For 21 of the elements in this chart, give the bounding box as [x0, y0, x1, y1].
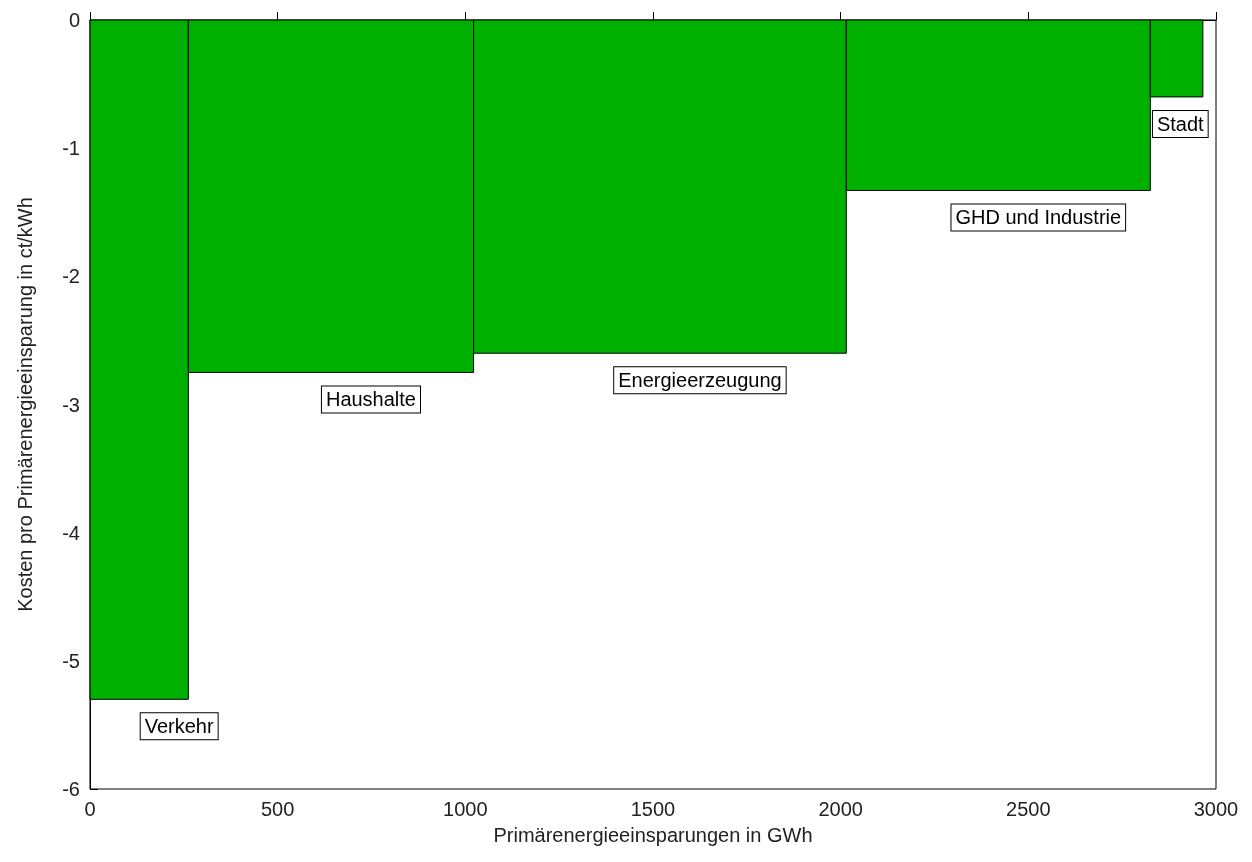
x-tick-label: 2500 [1006, 798, 1051, 820]
annotation: Verkehr [144, 715, 214, 738]
y-tick-label: -2 [62, 265, 80, 288]
x-tick-label: 1000 [443, 798, 488, 820]
y-tick-label: -3 [62, 393, 80, 416]
y-tick-label: -4 [62, 521, 80, 544]
x-axis-title: Primärenergieeinsparungen in GWh [493, 824, 813, 846]
annotation: Stadt [1156, 112, 1205, 135]
x-tick-label: 3000 [1193, 798, 1239, 820]
x-tick-label: 1500 [630, 798, 676, 820]
y-tick-label: -1 [62, 137, 80, 160]
y-axis-title: Kosten pro Primärenergieeinsparung in ct/kWh [14, 197, 36, 612]
annotation: GHD und Industrie [955, 206, 1122, 229]
x-tick-label: 500 [260, 798, 295, 820]
y-tick-label: 0 [68, 9, 80, 31]
annotation: Energieerzeugung [618, 369, 782, 392]
y-tick-label: -5 [62, 649, 80, 672]
x-tick-label: 2000 [818, 798, 863, 820]
annotation: Haushalte [325, 388, 416, 411]
y-tick-label: -6 [62, 778, 80, 800]
x-tick-label: 0 [84, 798, 96, 820]
